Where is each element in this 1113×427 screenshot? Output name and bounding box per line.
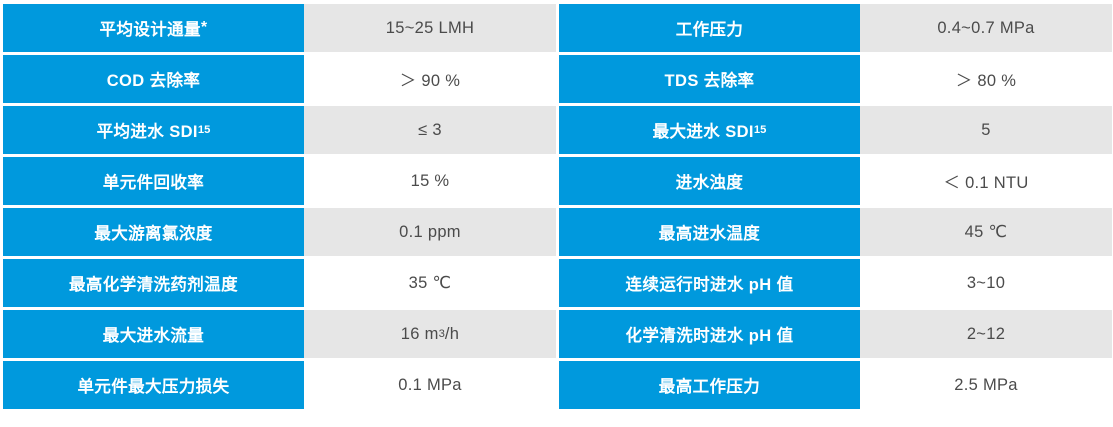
table-row: 平均设计通量 * 15~25 LMH 工作压力 0.4~0.7 MPa — [3, 4, 1112, 52]
parameter-label: 最高进水温度 — [559, 208, 860, 256]
table-cell-pair-right: 最高工作压力 2.5 MPa — [559, 361, 1112, 409]
parameter-label: 工作压力 — [559, 4, 860, 52]
table-cell-pair-right: 最大进水 SDI 15 5 — [559, 106, 1112, 154]
parameter-value: 0.1 ppm — [304, 208, 556, 256]
parameter-value: 3~10 — [860, 259, 1112, 307]
parameter-label: TDS 去除率 — [559, 55, 860, 103]
table-cell-pair-left: COD 去除率＞ 90 % — [3, 55, 556, 103]
parameter-value: 35 ℃ — [304, 259, 556, 307]
column-divider — [557, 4, 558, 52]
parameter-value: ＞ 80 % — [860, 55, 1112, 103]
table-row: COD 去除率＞ 90 % TDS 去除率＞ 80 % — [3, 55, 1112, 103]
table-cell-pair-right: 工作压力 0.4~0.7 MPa — [559, 4, 1112, 52]
parameter-value: 45 ℃ — [860, 208, 1112, 256]
table-cell-pair-left: 平均进水 SDI 15 ≤ 3 — [3, 106, 556, 154]
parameter-label: 最大进水流量 — [3, 310, 304, 358]
table-cell-pair-left: 单元件最大压力损失 0.1 MPa — [3, 361, 556, 409]
table-cell-pair-left: 平均设计通量 * 15~25 LMH — [3, 4, 556, 52]
column-divider — [557, 106, 558, 154]
table-cell-pair-left: 单元件回收率 15 % — [3, 157, 556, 205]
column-divider — [557, 55, 558, 103]
parameter-label: 单元件最大压力损失 — [3, 361, 304, 409]
parameter-label: 最大进水 SDI 15 — [559, 106, 860, 154]
parameter-label: 连续运行时进水 pH 值 — [559, 259, 860, 307]
table-cell-pair-left: 最大进水流量 16 m 3/h — [3, 310, 556, 358]
parameter-value: 16 m 3/h — [304, 310, 556, 358]
column-divider — [557, 208, 558, 256]
table-row: 最大进水流量 16 m 3/h 化学清洗时进水 pH 值 2~12 — [3, 310, 1112, 358]
table-cell-pair-right: 进水浊度＜ 0.1 NTU — [559, 157, 1112, 205]
table-row: 最高化学清洗药剂温度 35 ℃ 连续运行时进水 pH 值 3~10 — [3, 259, 1112, 307]
parameter-label: 最高化学清洗药剂温度 — [3, 259, 304, 307]
parameter-label: 单元件回收率 — [3, 157, 304, 205]
parameter-label: 化学清洗时进水 pH 值 — [559, 310, 860, 358]
parameter-value: 5 — [860, 106, 1112, 154]
table-cell-pair-left: 最高化学清洗药剂温度 35 ℃ — [3, 259, 556, 307]
table-row: 单元件回收率 15 % 进水浊度＜ 0.1 NTU — [3, 157, 1112, 205]
table-row: 单元件最大压力损失 0.1 MPa 最高工作压力 2.5 MPa — [3, 361, 1112, 409]
parameter-value: ＜ 0.1 NTU — [860, 157, 1112, 205]
parameter-value: 2~12 — [860, 310, 1112, 358]
table-row: 平均进水 SDI 15 ≤ 3 最大进水 SDI 15 5 — [3, 106, 1112, 154]
column-divider — [557, 361, 558, 409]
parameter-value: 2.5 MPa — [860, 361, 1112, 409]
table-cell-pair-right: 最高进水温度 45 ℃ — [559, 208, 1112, 256]
parameter-value: 15~25 LMH — [304, 4, 556, 52]
parameter-label: 平均设计通量 * — [3, 4, 304, 52]
table-cell-pair-right: 化学清洗时进水 pH 值 2~12 — [559, 310, 1112, 358]
parameter-value: 0.1 MPa — [304, 361, 556, 409]
column-divider — [557, 259, 558, 307]
table-cell-pair-left: 最大游离氯浓度 0.1 ppm — [3, 208, 556, 256]
table-row: 最大游离氯浓度 0.1 ppm 最高进水温度 45 ℃ — [3, 208, 1112, 256]
table-cell-pair-right: 连续运行时进水 pH 值 3~10 — [559, 259, 1112, 307]
parameter-value: 15 % — [304, 157, 556, 205]
parameter-value: ＞ 90 % — [304, 55, 556, 103]
parameter-value: 0.4~0.7 MPa — [860, 4, 1112, 52]
parameter-label: 平均进水 SDI 15 — [3, 106, 304, 154]
parameter-label: 最大游离氯浓度 — [3, 208, 304, 256]
parameter-label: 进水浊度 — [559, 157, 860, 205]
specification-table: 平均设计通量 * 15~25 LMH 工作压力 0.4~0.7 MPa COD 去除率＞… — [3, 4, 1112, 409]
table-cell-pair-right: TDS 去除率＞ 80 % — [559, 55, 1112, 103]
column-divider — [557, 310, 558, 358]
parameter-value: ≤ 3 — [304, 106, 556, 154]
column-divider — [557, 157, 558, 205]
parameter-label: COD 去除率 — [3, 55, 304, 103]
parameter-label: 最高工作压力 — [559, 361, 860, 409]
